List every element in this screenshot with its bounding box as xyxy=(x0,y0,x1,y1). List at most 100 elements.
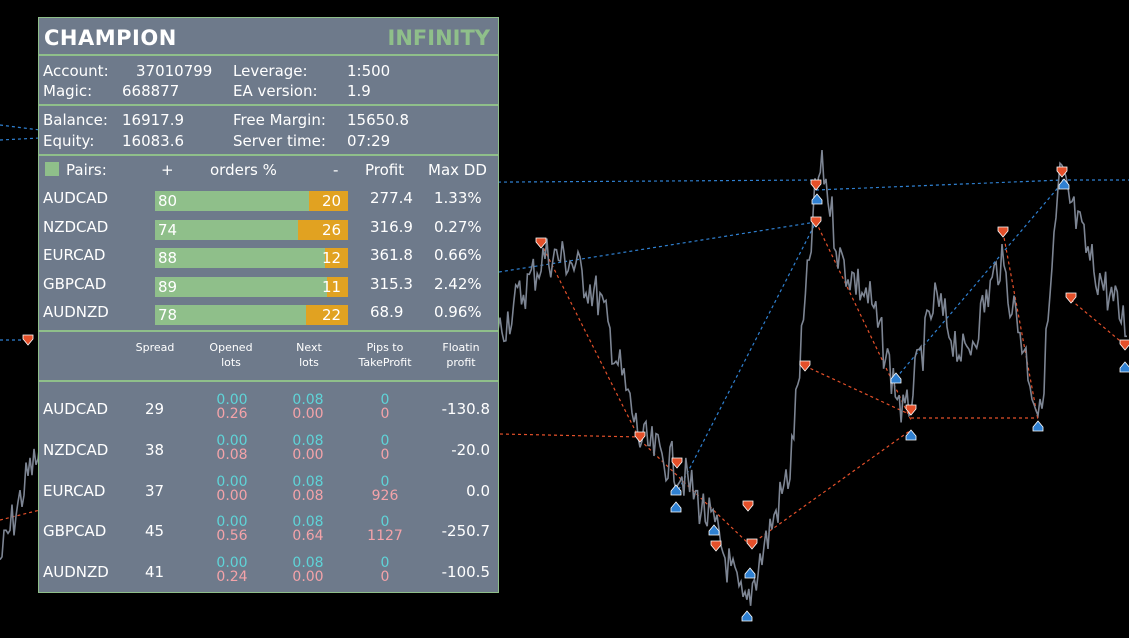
pair-maxdd: 0.66% xyxy=(434,246,482,264)
spread-header: Spread xyxy=(135,341,175,354)
minus-value: 12 xyxy=(322,249,342,267)
sell-arrow-icon xyxy=(810,216,822,228)
trade-line xyxy=(499,433,641,438)
pairs-row: AUDCAD 80 20 277.4 1.33% xyxy=(39,188,498,216)
buy-arrow-icon xyxy=(741,610,753,622)
pairs-row: NZDCAD 74 26 316.9 0.27% xyxy=(39,217,498,245)
trade-line xyxy=(815,221,912,421)
opened-sell-lots: 0.00 xyxy=(216,487,248,504)
opened-sell-lots: 0.24 xyxy=(216,569,248,586)
next-buy-lots: 0.08 xyxy=(292,473,324,490)
floating-profit: -20.0 xyxy=(451,440,490,459)
leverage-label: Leverage: xyxy=(233,62,308,80)
equity-value: 16083.6 xyxy=(122,132,185,150)
detail-row: NZDCAD 38 0.00 0.08 0.08 0.00 0 0 -20.0 xyxy=(39,434,498,475)
balance-value: 16917.9 xyxy=(122,111,185,129)
detail-pair: AUDNZD xyxy=(43,563,109,582)
pips-buy: 0 xyxy=(380,392,390,408)
detail-row: GBPCAD 45 0.00 0.56 0.08 0.64 0 1127 -250.7 xyxy=(39,515,498,556)
minus-bar xyxy=(306,305,348,325)
pips-buy: 0 xyxy=(380,432,390,449)
sell-arrow-icon xyxy=(22,334,34,346)
plus-header: + xyxy=(161,161,174,179)
next-sell-lots: 0.00 xyxy=(292,406,324,422)
trade-line xyxy=(479,221,817,276)
next-sell-lots: 0.00 xyxy=(292,569,324,586)
buy-arrow-icon xyxy=(670,484,682,496)
buy-arrow-icon xyxy=(1032,420,1044,432)
minus-value: 26 xyxy=(322,220,342,239)
trade-line xyxy=(540,242,641,441)
floating-header-2: profit xyxy=(446,356,476,369)
sell-arrow-icon xyxy=(742,500,754,512)
opened-buy-lots: 0.00 xyxy=(216,514,248,531)
trade-line xyxy=(749,429,912,546)
minus-bar xyxy=(325,248,348,268)
balance-label: Balance: xyxy=(43,111,108,129)
maxdd-header: Max DD xyxy=(428,161,487,179)
sell-arrow-icon xyxy=(1065,292,1077,304)
pips-sell: 926 xyxy=(371,487,399,504)
next-sell-lots: 0.08 xyxy=(292,487,324,504)
minus-bar xyxy=(309,191,348,211)
detail-spread: 41 xyxy=(145,563,165,582)
pairs-row: EURCAD 88 12 361.8 0.66% xyxy=(39,245,498,273)
sell-arrow-icon xyxy=(997,226,1009,238)
pair-name: AUDCAD xyxy=(43,189,109,207)
pairs-row: AUDNZD 78 22 68.9 0.96% xyxy=(39,302,498,330)
opened-header-2: lots xyxy=(221,356,241,369)
opened-buy-lots: 0.00 xyxy=(216,392,248,408)
pips-sell: 0 xyxy=(380,406,390,422)
sell-arrow-icon xyxy=(810,179,822,191)
sell-arrow-icon xyxy=(799,360,811,372)
sell-arrow-icon xyxy=(671,457,683,469)
opened-buy-lots: 0.00 xyxy=(216,473,248,490)
minus-value: 20 xyxy=(322,192,342,210)
pair-profit: 316.9 xyxy=(370,217,413,236)
floating-profit: -100.5 xyxy=(441,563,490,582)
pairs-color-box xyxy=(45,162,59,176)
sell-arrow-icon xyxy=(1056,166,1068,178)
pair-profit: 277.4 xyxy=(370,189,413,207)
buy-arrow-icon xyxy=(905,429,917,441)
sell-arrow-icon xyxy=(634,431,646,443)
sell-arrow-icon xyxy=(905,404,917,416)
buy-arrow-icon xyxy=(1119,361,1129,373)
sell-arrow-icon xyxy=(535,237,547,249)
server-time-label: Server time: xyxy=(233,132,326,150)
trade-line xyxy=(804,365,912,416)
account-section: Account: 37010799 Magic: 668877 Leverage… xyxy=(39,56,498,106)
detail-spread: 38 xyxy=(145,440,165,459)
profit-header: Profit xyxy=(365,161,405,179)
pair-maxdd: 0.27% xyxy=(434,217,482,236)
edition-name: INFINITY xyxy=(387,26,490,50)
detail-header-divider xyxy=(39,380,498,382)
buy-arrow-icon xyxy=(670,501,682,513)
detail-pair: AUDCAD xyxy=(43,400,109,418)
pairs-row: GBPCAD 89 11 315.3 2.42% xyxy=(39,274,498,302)
pair-profit: 361.8 xyxy=(370,246,413,264)
pair-maxdd: 1.33% xyxy=(434,189,482,207)
opened-sell-lots: 0.56 xyxy=(216,528,248,545)
pips-sell: 1127 xyxy=(367,528,403,545)
ea-version-label: EA version: xyxy=(233,82,318,100)
trade-line xyxy=(639,439,751,546)
buy-arrow-icon xyxy=(1058,178,1070,190)
pair-name: EURCAD xyxy=(43,246,106,264)
next-sell-lots: 0.64 xyxy=(292,528,324,545)
opened-buy-lots: 0.00 xyxy=(216,555,248,572)
free-margin-value: 15650.8 xyxy=(347,111,410,129)
magic-label: Magic: xyxy=(43,82,93,100)
pair-name: GBPCAD xyxy=(43,274,107,293)
orders-header: orders % xyxy=(210,161,277,179)
pair-profit: 68.9 xyxy=(370,303,404,321)
sell-arrow-icon xyxy=(1119,339,1129,351)
pips-header-2: TakeProfit xyxy=(358,356,412,369)
plus-bar xyxy=(155,219,298,240)
plus-value: 88 xyxy=(158,249,178,267)
account-label: Account: xyxy=(43,62,109,80)
detail-pair: EURCAD xyxy=(43,481,106,500)
panel-header: CHAMPION INFINITY xyxy=(39,18,498,56)
plus-bar xyxy=(155,276,327,297)
balance-section: Balance: 16917.9 Equity: 16083.6 Free Ma… xyxy=(39,106,498,156)
